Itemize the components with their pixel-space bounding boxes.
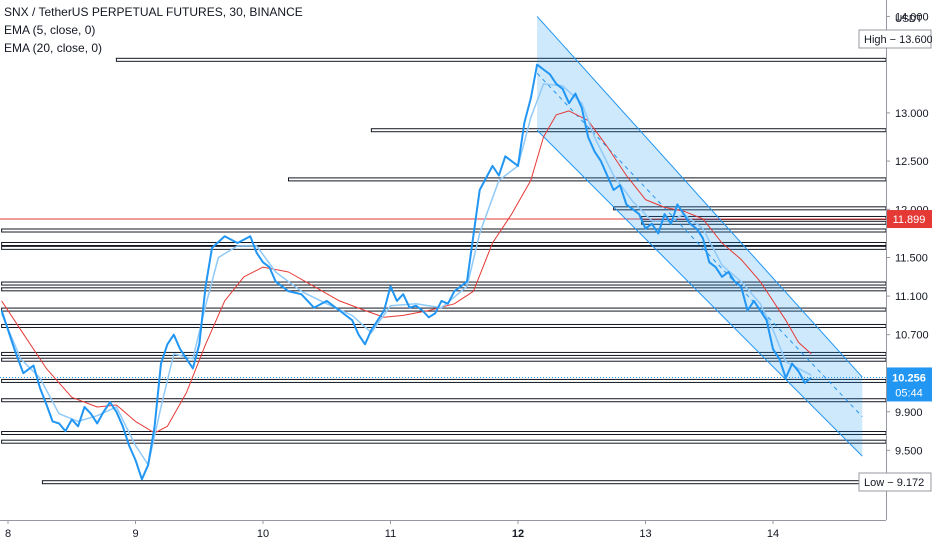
current-price-tag-box — [887, 367, 932, 402]
current-price-tag: 10.256 05:44 — [887, 367, 932, 402]
x-tick-label: 12 — [512, 528, 524, 540]
y-tick-label: 13.000 — [895, 108, 929, 120]
level-box — [1, 228, 887, 233]
x-tick-label: 14 — [767, 528, 779, 540]
high-tag: High − 13.600 — [858, 29, 932, 49]
y-tick-label: 11.100 — [895, 291, 928, 303]
level-box — [1, 357, 887, 362]
level-box — [1, 242, 887, 247]
price-line — [0, 63, 812, 481]
y-tick-label: 9.500 — [895, 445, 923, 457]
level-box — [115, 57, 887, 62]
red-level-tag-box — [887, 210, 932, 229]
ema5-legend: EMA (5, close, 0) — [4, 23, 96, 37]
y-tick-label: 14.000 — [895, 11, 929, 23]
level-box — [1, 398, 887, 403]
x-tick-label: 11 — [385, 528, 396, 540]
low-tag: Low − 9.172 — [858, 472, 932, 492]
level-box — [1, 378, 887, 383]
current-price-value: 10.256 — [892, 372, 926, 384]
channel-fill — [537, 16, 863, 457]
x-tick-label: 8 — [5, 528, 11, 540]
chart-title: SNX / TetherUS PERPETUAL FUTURES, 30, BI… — [4, 5, 303, 19]
channel-upper-line — [536, 16, 863, 378]
low-tag-text: Low − 9.172 — [864, 477, 924, 489]
price-axis-bg — [886, 0, 932, 550]
x-tick-label: 9 — [132, 528, 138, 540]
red-level-value: 11.899 — [893, 214, 926, 226]
x-tick-label: 13 — [639, 528, 651, 540]
x-tick-label: 10 — [257, 528, 269, 540]
currency-label: USDT — [895, 14, 922, 25]
high-tag-text: High − 13.600 — [864, 34, 932, 46]
level-box — [41, 480, 887, 485]
low-tag-box — [858, 472, 932, 492]
high-tag-box — [858, 29, 932, 49]
level-box — [1, 245, 887, 250]
y-tick-label: 9.900 — [895, 407, 923, 419]
y-tick-label: 11.500 — [895, 253, 928, 265]
y-tick-label: 10.700 — [895, 330, 929, 342]
level-box — [1, 351, 887, 356]
chart-legend: SNX / TetherUS PERPETUAL FUTURES, 30, BI… — [4, 3, 303, 57]
ema20-legend: EMA (20, close, 0) — [4, 41, 103, 55]
ema5-line — [0, 83, 812, 466]
channel-median-line — [536, 72, 863, 417]
red-level-tag: 11.899 — [887, 210, 932, 229]
level-box — [1, 431, 887, 436]
bar-countdown: 05:44 — [895, 387, 923, 399]
y-tick-label: 12.500 — [895, 156, 929, 168]
channel-lower-line — [536, 129, 863, 457]
